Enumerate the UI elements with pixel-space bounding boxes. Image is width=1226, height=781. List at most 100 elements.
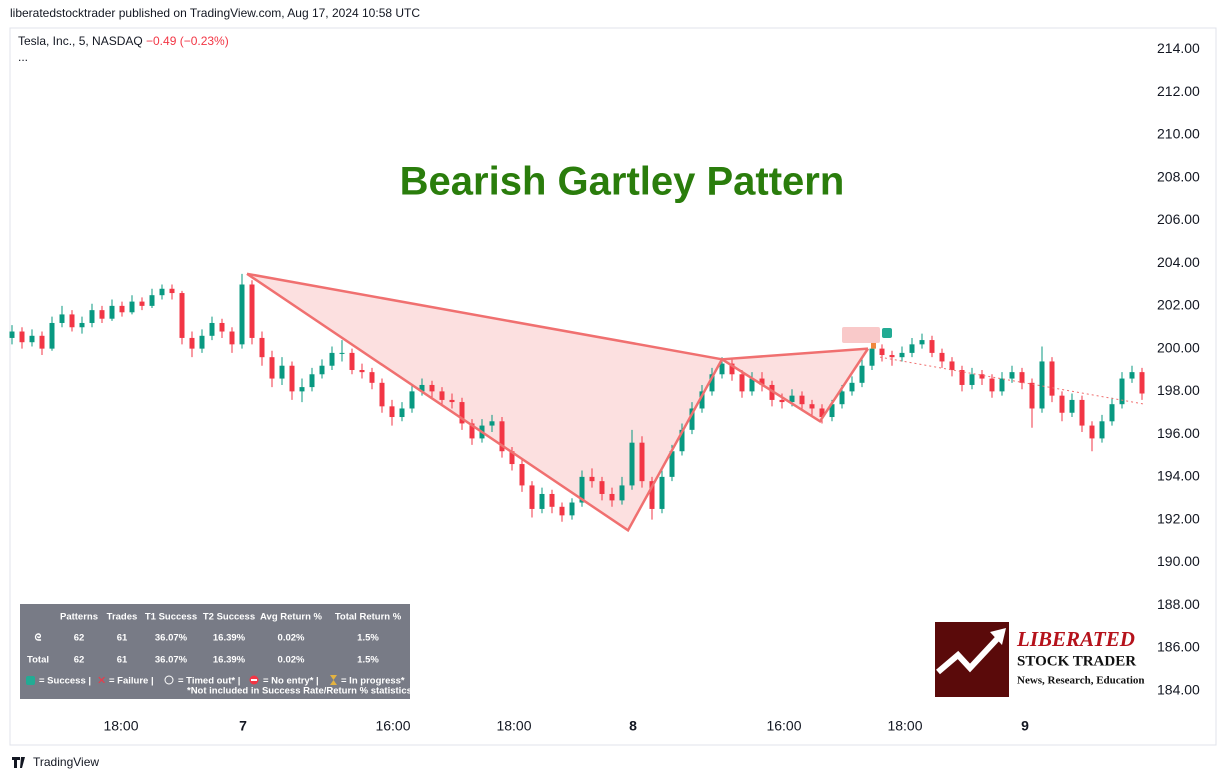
candle-body [249, 284, 255, 338]
stats-table: Patterns Trades T1 Success T2 Success Avg Re… [27, 612, 412, 697]
pattern-tag [842, 327, 880, 343]
candle-body [609, 493, 615, 501]
y-tick-label: 198.00 [1157, 382, 1200, 398]
candle-body [499, 421, 505, 452]
candle-body [369, 372, 375, 383]
candle-body [289, 365, 295, 392]
x-tick-label: 16:00 [375, 718, 410, 734]
candle-body [869, 348, 875, 366]
x-tick-label: 18:00 [887, 718, 922, 734]
candle-body [979, 374, 985, 379]
candle-body [579, 476, 585, 503]
candle-body [119, 305, 125, 313]
candle-body [619, 485, 625, 501]
candle-body [139, 301, 145, 306]
candle-body [19, 331, 25, 343]
candle-body [279, 365, 285, 379]
candle-body [239, 284, 245, 345]
icon-in-progress [330, 675, 337, 685]
chart-title: Bearish Gartley Pattern [400, 160, 845, 204]
candle-body [1069, 399, 1075, 413]
x-tick-label: 16:00 [766, 718, 801, 734]
icon-success [26, 676, 35, 685]
candle-body [749, 378, 755, 392]
candle-body [1119, 378, 1125, 405]
stats-cell: 61 [117, 655, 128, 666]
candle-body [1089, 425, 1095, 439]
stats-cell: ᘓ [35, 632, 42, 644]
stats-header: Total Return % [335, 612, 402, 623]
stats-header: Avg Return % [260, 612, 322, 623]
candle-body [669, 451, 675, 477]
stats-cell: 62 [74, 655, 85, 666]
candle-body [79, 322, 85, 328]
candle-body [809, 404, 815, 409]
stats-header: T2 Success [203, 612, 255, 623]
stats-cell: 1.5% [357, 633, 379, 644]
candle-body [879, 348, 885, 356]
tv-logo [12, 757, 25, 768]
candle-body [939, 352, 945, 362]
stats-legend: = In progress* [341, 676, 405, 687]
y-tick-label: 194.00 [1157, 468, 1200, 484]
candle-body [829, 404, 835, 418]
candle-body [679, 429, 685, 452]
candle-body [629, 442, 635, 486]
y-tick-label: 184.00 [1157, 681, 1200, 697]
candle-body [1059, 395, 1065, 413]
plot [9, 272, 1146, 533]
candle-body [229, 331, 235, 345]
candle-body [529, 485, 535, 509]
candle-body [489, 421, 495, 426]
stats-legend: = No entry* | [263, 676, 319, 687]
y-tick-label: 212.00 [1157, 83, 1200, 99]
candle-body [709, 374, 715, 392]
y-tick-label: 186.00 [1157, 639, 1200, 655]
candle-body [99, 310, 105, 319]
candle-body [219, 322, 225, 332]
candle-body [819, 408, 825, 418]
candle-body [599, 481, 605, 494]
stats-cell: 36.07% [155, 633, 188, 644]
price-change: −0.49 (−0.23%) [146, 34, 229, 48]
pattern-line-xb [246, 272, 723, 361]
candle-body [889, 355, 895, 358]
stats-header: Patterns [60, 612, 98, 623]
candle-body [399, 408, 405, 418]
stats-cell: 36.07% [155, 655, 188, 666]
candle-body [339, 352, 345, 354]
candle-body [969, 374, 975, 385]
x-tick-label: 8 [629, 718, 637, 734]
pattern-line-bd [721, 347, 869, 361]
candle-body [739, 374, 745, 392]
candle-body [769, 384, 775, 400]
candle-body [639, 442, 645, 482]
x-tick-label: 18:00 [496, 718, 531, 734]
candle-body [959, 370, 965, 385]
candle-body [329, 352, 335, 366]
y-tick-label: 190.00 [1157, 553, 1200, 569]
stats-cell: 16.39% [213, 655, 246, 666]
candle-body [89, 310, 95, 323]
stats-panel [20, 604, 410, 699]
icon-failure: ✕ [97, 675, 106, 687]
y-tick-label: 202.00 [1157, 297, 1200, 313]
stats-cell: 0.02% [278, 655, 305, 666]
candle-body [199, 335, 205, 349]
stats-cell: 16.39% [213, 633, 246, 644]
candle-body [1079, 399, 1085, 426]
stats-cell: 1.5% [357, 655, 379, 666]
candle-body [209, 322, 215, 336]
stats-header: Trades [107, 612, 138, 623]
pattern-d-marker [871, 338, 876, 349]
stats-header: T1 Success [145, 612, 197, 623]
y-tick-label: 196.00 [1157, 425, 1200, 441]
stats-legend: = Timed out* | [178, 676, 240, 687]
candle-body [759, 378, 765, 385]
publish-header: liberatedstocktrader published on Tradin… [10, 6, 420, 20]
candle-body [1129, 372, 1135, 379]
footer: TradingView [33, 755, 99, 769]
y-tick-label: 214.00 [1157, 40, 1200, 56]
